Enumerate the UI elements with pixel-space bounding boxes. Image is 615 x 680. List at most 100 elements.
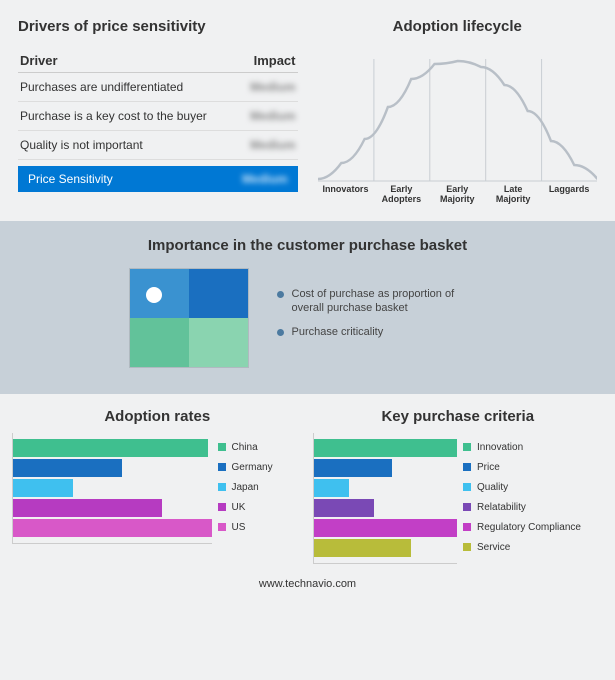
legend-label: Japan [232, 482, 259, 493]
legend-label: Service [477, 542, 510, 553]
footer-url: www.technavio.com [0, 572, 615, 600]
adoption-chart: China Germany Japan UK US [12, 433, 303, 544]
lifecycle-panel: Adoption lifecycle InnovatorsEarlyAdopte… [318, 18, 598, 209]
adoption-bars [12, 433, 212, 544]
bar [314, 539, 412, 557]
bar-row [13, 499, 212, 517]
driver-label: Purchases are undifferentiated [20, 80, 183, 94]
legend-label: Germany [232, 462, 273, 473]
basket-content: Cost of purchase as proportion of overal… [18, 268, 597, 368]
sensitivity-impact: Medium [242, 172, 287, 186]
legend-item: Quality [463, 477, 603, 497]
legend-swatch [463, 503, 471, 511]
legend-swatch [218, 523, 226, 531]
adoption-panel: Adoption rates China Germany Japan UK US [12, 408, 303, 564]
legend-swatch [218, 443, 226, 451]
bar [13, 499, 162, 517]
basket-band: Importance in the customer purchase bask… [0, 221, 615, 394]
adoption-legend: China Germany Japan UK US [218, 433, 303, 544]
driver-impact: Medium [250, 80, 295, 94]
legend-item: Service [463, 537, 603, 557]
driver-label: Purchase is a key cost to the buyer [20, 109, 207, 123]
basket-position-dot [146, 287, 162, 303]
legend-label: Regulatory Compliance [477, 522, 581, 533]
legend-swatch [463, 463, 471, 471]
bar [13, 479, 73, 497]
legend-item: Price [463, 457, 603, 477]
legend-swatch [218, 503, 226, 511]
legend-swatch [218, 483, 226, 491]
legend-swatch [463, 443, 471, 451]
basket-legend-item: Purchase criticality [277, 325, 487, 339]
bar [13, 439, 208, 457]
quad-bl [130, 318, 189, 367]
criteria-chart: Innovation Price Quality Relatability Regula… [313, 433, 604, 564]
legend-label: US [232, 522, 246, 533]
driver-label: Quality is not important [20, 138, 143, 152]
bar-row [13, 519, 212, 537]
criteria-bars [313, 433, 458, 564]
legend-label: Quality [477, 482, 508, 493]
lifecycle-category: EarlyMajority [429, 185, 485, 205]
driver-row: Quality is not important Medium [18, 131, 298, 160]
legend-item: Innovation [463, 437, 603, 457]
bar [314, 459, 393, 477]
criteria-panel: Key purchase criteria Innovation Price Qua… [313, 408, 604, 564]
legend-swatch [463, 543, 471, 551]
basket-legend: Cost of purchase as proportion of overal… [277, 287, 487, 350]
quad-br [189, 318, 248, 367]
lifecycle-chart: InnovatorsEarlyAdoptersEarlyMajorityLate… [318, 49, 598, 209]
legend-swatch [218, 463, 226, 471]
lifecycle-category: Innovators [318, 185, 374, 205]
bar-row [314, 499, 458, 517]
legend-item: Germany [218, 457, 303, 477]
bar-row [13, 459, 212, 477]
top-row: Drivers of price sensitivity Driver Impa… [0, 0, 615, 221]
adoption-title: Adoption rates [12, 408, 303, 425]
legend-item: US [218, 517, 303, 537]
legend-item: UK [218, 497, 303, 517]
driver-row: Purchase is a key cost to the buyerMediu… [18, 102, 298, 131]
basket-legend-text: Purchase criticality [292, 325, 384, 339]
drivers-title: Drivers of price sensitivity [18, 18, 298, 35]
bar-row [314, 439, 458, 457]
quad-tr [189, 269, 248, 318]
legend-item: Relatability [463, 497, 603, 517]
driver-row: Purchases are undifferentiated Medium [18, 73, 298, 102]
driver-impact: Medium [250, 138, 295, 152]
criteria-legend: Innovation Price Quality Relatability Regula… [463, 433, 603, 564]
price-sensitivity-bar: Price Sensitivity Medium [18, 166, 298, 192]
drivers-table-header: Driver Impact [18, 49, 298, 73]
lifecycle-axis-labels: InnovatorsEarlyAdoptersEarlyMajorityLate… [318, 185, 598, 205]
legend-swatch [463, 523, 471, 531]
legend-item: Regulatory Compliance [463, 517, 603, 537]
legend-label: UK [232, 502, 246, 513]
lifecycle-title: Adoption lifecycle [318, 18, 598, 35]
basket-legend-text: Cost of purchase as proportion of overal… [292, 287, 487, 316]
bar-row [314, 519, 458, 537]
bar [314, 439, 458, 457]
legend-item: China [218, 437, 303, 457]
bullet-icon [277, 329, 284, 336]
bar [314, 479, 350, 497]
drivers-table: Driver Impact Purchases are undifferenti… [18, 49, 298, 192]
legend-label: Innovation [477, 442, 523, 453]
bar-row [13, 439, 212, 457]
col-impact: Impact [254, 53, 296, 68]
legend-label: Relatability [477, 502, 526, 513]
legend-label: China [232, 442, 258, 453]
criteria-title: Key purchase criteria [313, 408, 604, 425]
lifecycle-category: LateMajority [485, 185, 541, 205]
basket-legend-item: Cost of purchase as proportion of overal… [277, 287, 487, 316]
bar-row [13, 479, 212, 497]
drivers-panel: Drivers of price sensitivity Driver Impa… [18, 18, 298, 209]
bar-row [314, 539, 458, 557]
sensitivity-label: Price Sensitivity [28, 172, 113, 186]
legend-swatch [463, 483, 471, 491]
bar [13, 459, 122, 477]
bar [314, 499, 374, 517]
basket-title: Importance in the customer purchase bask… [18, 237, 597, 254]
lifecycle-category: Laggards [541, 185, 597, 205]
basket-quadrant [129, 268, 249, 368]
bottom-row: Adoption rates China Germany Japan UK US Key… [0, 394, 615, 572]
